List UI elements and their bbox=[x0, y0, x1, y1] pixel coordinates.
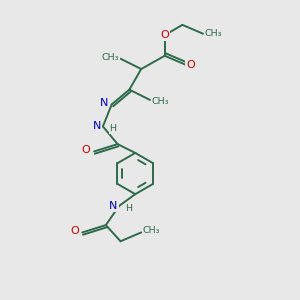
Text: CH₃: CH₃ bbox=[142, 226, 160, 236]
Text: H: H bbox=[126, 204, 133, 213]
Text: O: O bbox=[160, 30, 169, 40]
Text: CH₃: CH₃ bbox=[152, 97, 169, 106]
Text: H: H bbox=[110, 124, 116, 133]
Text: O: O bbox=[82, 145, 91, 155]
Text: CH₃: CH₃ bbox=[205, 29, 222, 38]
Text: O: O bbox=[186, 61, 195, 70]
Text: O: O bbox=[70, 226, 79, 236]
Text: CH₃: CH₃ bbox=[102, 53, 119, 62]
Text: N: N bbox=[93, 122, 101, 131]
Text: N: N bbox=[100, 98, 108, 108]
Text: N: N bbox=[109, 201, 118, 211]
